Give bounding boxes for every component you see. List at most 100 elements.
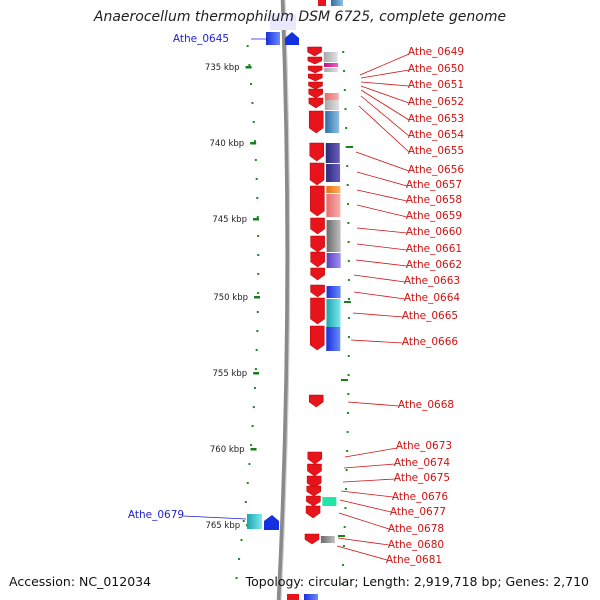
forward-gene-arrow[interactable]: [308, 97, 324, 109]
guide-dot-inner: [246, 45, 249, 47]
forward-gene-arrow[interactable]: [310, 217, 325, 235]
reverse-gene-arrow[interactable]: [285, 32, 299, 45]
forward-gene-arrow[interactable]: [309, 162, 325, 186]
guide-dot-outer: [342, 545, 345, 547]
annotation-block: [325, 111, 340, 133]
forward-gene-arrow[interactable]: [307, 451, 323, 465]
gene-label[interactable]: Athe_0665: [402, 310, 458, 322]
guide-dot-inner: [251, 425, 254, 427]
gene-label[interactable]: Athe_0680: [388, 539, 444, 551]
gene-label[interactable]: Athe_0676: [392, 491, 449, 503]
gene-label[interactable]: Athe_0677: [390, 506, 446, 518]
gene-leader-line: [360, 81, 410, 87]
guide-dot-inner: [238, 558, 241, 560]
forward-gene-arrow[interactable]: [307, 463, 322, 477]
forward-gene-arrow[interactable]: [310, 185, 325, 217]
guide-dot-outer: [342, 564, 345, 566]
gene-label[interactable]: Athe_0666: [402, 336, 459, 348]
gene-label[interactable]: Athe_0654: [408, 129, 465, 141]
gene-label[interactable]: Athe_0673: [396, 440, 452, 452]
gene-label[interactable]: Athe_0678: [388, 523, 444, 535]
guide-dot-outer: [345, 127, 348, 129]
reverse-gene-block[interactable]: [247, 514, 262, 529]
forward-gene-arrow[interactable]: [309, 142, 325, 162]
guide-dot-inner: [256, 330, 259, 332]
guide-dot-inner: [253, 140, 256, 142]
gene-label[interactable]: Athe_0655: [408, 145, 464, 157]
gene-leader-line: [359, 53, 410, 76]
gene-label[interactable]: Athe_0661: [406, 243, 462, 255]
forward-gene-arrow[interactable]: [306, 475, 322, 489]
forward-gene-arrow[interactable]: [310, 297, 325, 325]
forward-gene-arrow[interactable]: [305, 505, 321, 519]
forward-gene-arrow[interactable]: [308, 73, 323, 82]
guide-dot-inner: [257, 292, 260, 294]
guide-dot-inner: [251, 102, 254, 104]
guide-dot-outer: [347, 203, 350, 205]
annotation-block: [324, 93, 339, 100]
gene-label[interactable]: Athe_0659: [406, 210, 462, 222]
gene-label[interactable]: Athe_0681: [386, 554, 442, 566]
scale-tick-label: 735 kbp: [205, 63, 240, 73]
gene-label[interactable]: Athe_0653: [408, 113, 464, 125]
gene-leader-line: [356, 171, 408, 187]
guide-dot-inner: [256, 197, 259, 199]
gene-leader-line: [355, 151, 410, 172]
gene-label[interactable]: Athe_0652: [408, 96, 464, 108]
guide-dot-inner: [242, 520, 245, 522]
gene-label[interactable]: Athe_0668: [398, 399, 454, 411]
guide-dot-inner: [257, 235, 260, 237]
guide-dot-outer: [345, 488, 348, 490]
guide-rings: [235, 45, 350, 585]
guide-dot-outer: [347, 241, 350, 243]
scale-tick-label: 745 kbp: [212, 215, 247, 225]
gene-label[interactable]: Athe_0660: [406, 226, 462, 238]
guide-dot-outer: [347, 279, 350, 281]
gene-label[interactable]: Athe_0658: [406, 194, 462, 206]
forward-gene-arrow[interactable]: [310, 235, 325, 253]
forward-gene-arrow[interactable]: [307, 46, 322, 57]
gene-label[interactable]: Athe_0650: [408, 63, 464, 75]
gene-label[interactable]: Athe_0663: [404, 275, 460, 287]
gene-leader-line: [356, 227, 408, 234]
gene-leader-line: [338, 512, 390, 530]
gene-leader-line: [336, 545, 388, 561]
gene-label[interactable]: Athe_0674: [394, 457, 451, 469]
forward-gene-arrow[interactable]: [308, 81, 323, 90]
forward-gene-arrow[interactable]: [306, 495, 321, 507]
genome-summary-text: Topology: circular; Length: 2,919,718 bp…: [245, 574, 589, 589]
forward-gene-arrow[interactable]: [307, 65, 323, 74]
map-title: Anaerocellum thermophilum DSM 6725, comp…: [93, 9, 507, 25]
gene-label[interactable]: Athe_0649: [408, 46, 464, 58]
forward-gene-arrow[interactable]: [310, 284, 325, 298]
scale-tick: [250, 142, 257, 145]
forward-gene-arrow[interactable]: [304, 533, 320, 545]
gene-label[interactable]: Athe_0679: [128, 509, 184, 521]
gene-label[interactable]: Athe_0656: [408, 164, 465, 176]
annotation-block: [326, 299, 341, 327]
gene-label[interactable]: Athe_0645: [173, 33, 229, 45]
forward-gene-arrow[interactable]: [310, 325, 325, 351]
forward-gene-arrow[interactable]: [307, 56, 323, 65]
forward-gene-arrow[interactable]: [308, 394, 324, 408]
reverse-gene-arrow[interactable]: [264, 515, 279, 530]
gene-label[interactable]: Athe_0662: [406, 259, 462, 271]
reverse-gene-shadow: [270, 14, 296, 30]
gene-label[interactable]: Athe_0664: [404, 292, 461, 304]
gene-leader-line: [343, 463, 396, 469]
reverse-gene-block[interactable]: [266, 32, 280, 45]
guide-dot-outer: [347, 260, 350, 262]
gene-leader-line: [360, 89, 410, 121]
forward-gene-arrow[interactable]: [310, 267, 325, 281]
forward-gene-arrow[interactable]: [306, 485, 322, 497]
forward-gene-arrow[interactable]: [308, 110, 324, 134]
forward-gene-arrow[interactable]: [308, 88, 323, 99]
gene-label[interactable]: Athe_0651: [408, 79, 464, 91]
genome-backbone: [276, 0, 290, 600]
gene-label[interactable]: Athe_0657: [406, 179, 462, 191]
gene-label[interactable]: Athe_0675: [394, 472, 450, 484]
forward-gene-arrow[interactable]: [310, 251, 325, 268]
guide-dot-outer: [346, 450, 349, 452]
guide-dot-outer: [344, 507, 347, 509]
